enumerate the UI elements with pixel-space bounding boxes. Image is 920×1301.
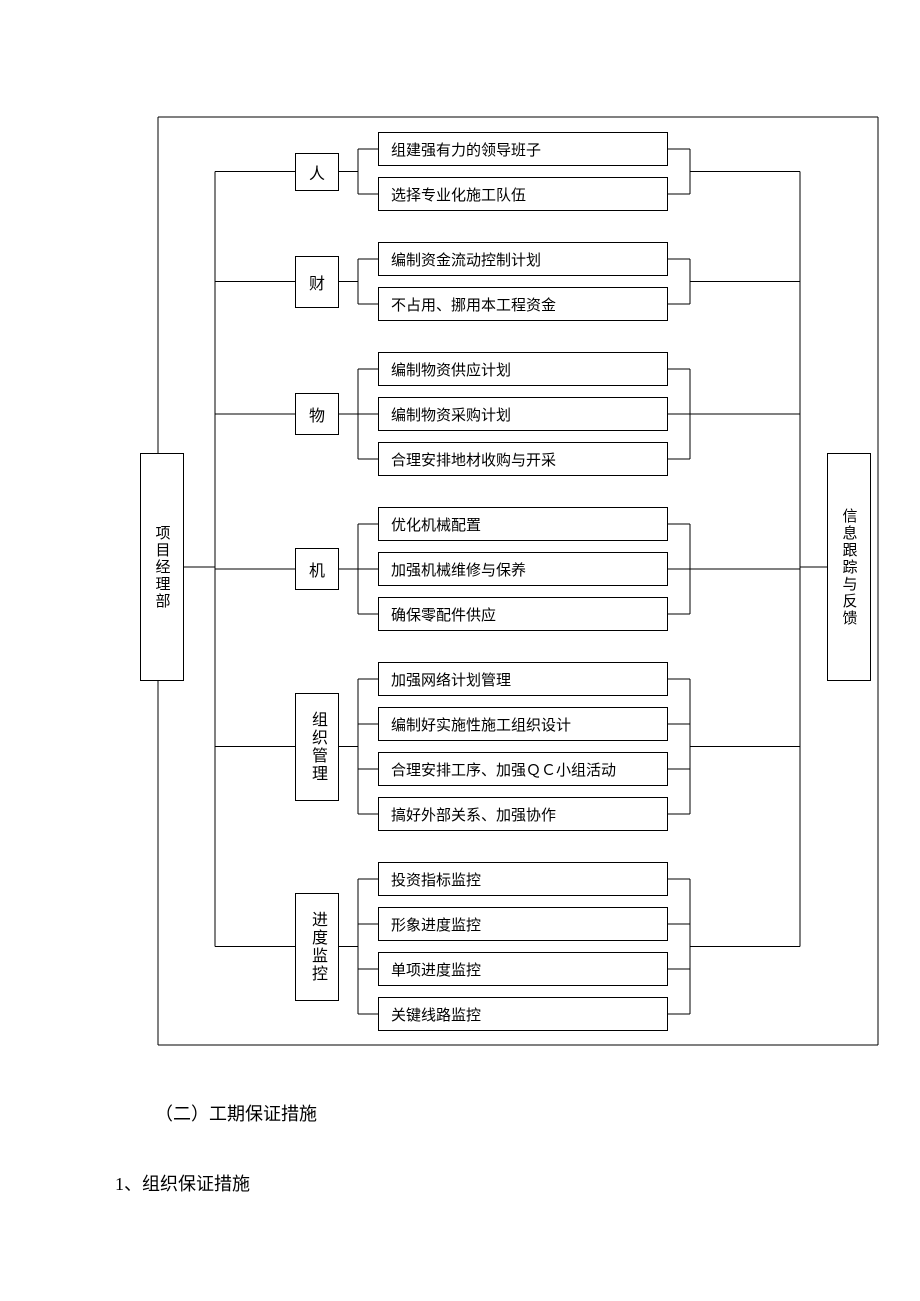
category-ren: 人 <box>295 153 339 191</box>
leaf-zuzhi-3: 搞好外部关系、加强协作 <box>378 797 668 831</box>
category-wu: 物 <box>295 393 339 435</box>
leaf-ji-2: 确保零配件供应 <box>378 597 668 631</box>
leaf-wu-0: 编制物资供应计划 <box>378 352 668 386</box>
footer-subitem: 1、组织保证措施 <box>115 1170 250 1196</box>
leaf-wu-1: 编制物资采购计划 <box>378 397 668 431</box>
category-zuzhi: 组织管理 <box>295 693 339 801</box>
category-cai: 财 <box>295 256 339 308</box>
leaf-ji-1: 加强机械维修与保养 <box>378 552 668 586</box>
leaf-jindu-3: 关键线路监控 <box>378 997 668 1031</box>
feedback-box: 信息跟踪与反馈 <box>827 453 871 681</box>
leaf-ren-0: 组建强有力的领导班子 <box>378 132 668 166</box>
leaf-jindu-2: 单项进度监控 <box>378 952 668 986</box>
leaf-cai-1: 不占用、挪用本工程资金 <box>378 287 668 321</box>
category-ji: 机 <box>295 548 339 590</box>
leaf-cai-0: 编制资金流动控制计划 <box>378 242 668 276</box>
leaf-zuzhi-1: 编制好实施性施工组织设计 <box>378 707 668 741</box>
leaf-zuzhi-2: 合理安排工序、加强ＱＣ小组活动 <box>378 752 668 786</box>
category-jindu: 进度监控 <box>295 893 339 1001</box>
leaf-ren-1: 选择专业化施工队伍 <box>378 177 668 211</box>
leaf-jindu-0: 投资指标监控 <box>378 862 668 896</box>
footer-section-title: （二）工期保证措施 <box>155 1100 317 1126</box>
leaf-zuzhi-0: 加强网络计划管理 <box>378 662 668 696</box>
leaf-jindu-1: 形象进度监控 <box>378 907 668 941</box>
leaf-ji-0: 优化机械配置 <box>378 507 668 541</box>
leaf-wu-2: 合理安排地材收购与开采 <box>378 442 668 476</box>
root-box: 项目经理部 <box>140 453 184 681</box>
